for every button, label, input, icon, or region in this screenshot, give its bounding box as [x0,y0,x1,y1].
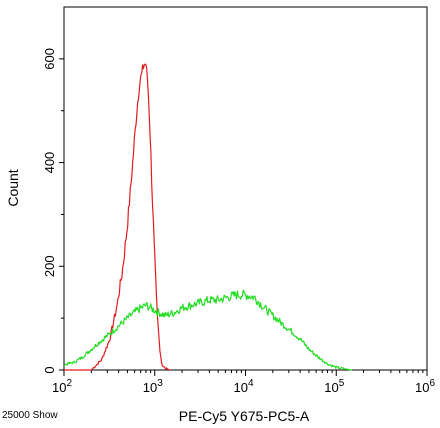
x-tick-label: 104 [234,378,254,395]
x-tick-label: 105 [324,378,344,395]
x-tick-exponent: 3 [157,378,163,389]
x-tick-base: 10 [234,380,248,395]
x-axis: 102 103 104 105 106 [52,370,435,395]
x-tick-exponent: 6 [429,378,435,389]
x-tick-exponent: 4 [248,378,254,389]
y-tick-label: 600 [42,48,57,70]
x-tick-label: 106 [415,378,435,395]
x-tick-base: 10 [143,380,157,395]
y-tick-label: 200 [42,255,57,277]
x-tick-base: 10 [52,380,66,395]
series-layer [63,63,353,371]
y-axis: 0 200 400 600 [42,48,64,374]
y-tick-label: 0 [42,366,57,373]
x-tick-exponent: 2 [66,378,72,389]
y-axis-title: Count [5,169,21,206]
plot-area-frame [63,6,428,371]
x-tick-base: 10 [415,380,429,395]
histogram-series-1 [64,63,171,371]
x-axis-title: PE-Cy5 Y675-PC5-A [179,408,310,424]
x-tick-exponent: 5 [339,378,345,389]
x-tick-label: 103 [143,378,163,395]
event-count-label: 25000 Show [2,410,58,421]
x-tick-label: 102 [52,378,72,395]
histogram-series-2 [63,289,353,371]
y-tick-label: 400 [42,152,57,174]
x-tick-base: 10 [324,380,338,395]
